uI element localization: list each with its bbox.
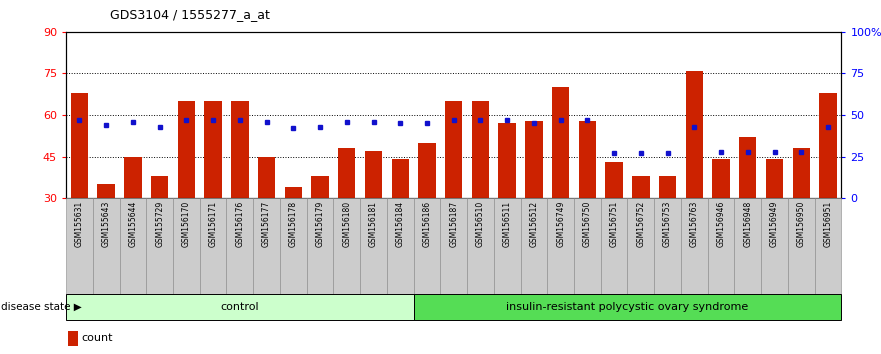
- Bar: [467, 198, 494, 294]
- Bar: [681, 198, 707, 294]
- Text: GSM156753: GSM156753: [663, 201, 672, 247]
- Text: GDS3104 / 1555277_a_at: GDS3104 / 1555277_a_at: [110, 8, 270, 21]
- Text: GSM156511: GSM156511: [503, 201, 512, 247]
- Bar: [66, 198, 93, 294]
- Bar: [307, 198, 333, 294]
- Text: GSM155631: GSM155631: [75, 201, 84, 247]
- Bar: [445, 101, 463, 198]
- Text: GSM156184: GSM156184: [396, 201, 404, 247]
- Bar: [120, 198, 146, 294]
- Bar: [499, 124, 516, 198]
- Bar: [338, 148, 355, 198]
- Text: GSM156950: GSM156950: [796, 201, 806, 247]
- Bar: [707, 198, 735, 294]
- Bar: [659, 176, 677, 198]
- Bar: [178, 101, 195, 198]
- Text: GSM156752: GSM156752: [636, 201, 646, 247]
- Bar: [68, 331, 78, 346]
- Text: GSM156177: GSM156177: [262, 201, 271, 247]
- Text: GSM156949: GSM156949: [770, 201, 779, 247]
- Text: GSM156186: GSM156186: [423, 201, 432, 247]
- Bar: [574, 198, 601, 294]
- Bar: [521, 198, 547, 294]
- Bar: [605, 162, 623, 198]
- Bar: [685, 71, 703, 198]
- Bar: [418, 143, 436, 198]
- Bar: [413, 198, 440, 294]
- Text: GSM156178: GSM156178: [289, 201, 298, 247]
- Bar: [471, 101, 489, 198]
- Bar: [124, 156, 142, 198]
- Text: GSM156749: GSM156749: [556, 201, 565, 247]
- Bar: [391, 159, 409, 198]
- Text: GSM156180: GSM156180: [343, 201, 352, 247]
- Text: GSM156751: GSM156751: [610, 201, 618, 247]
- Text: disease state ▶: disease state ▶: [1, 302, 82, 312]
- Bar: [633, 176, 649, 198]
- Bar: [788, 198, 815, 294]
- Bar: [226, 198, 253, 294]
- Text: GSM156763: GSM156763: [690, 201, 699, 247]
- Bar: [766, 159, 783, 198]
- Bar: [146, 198, 173, 294]
- Bar: [547, 198, 574, 294]
- Text: GSM156179: GSM156179: [315, 201, 324, 247]
- Text: GSM156512: GSM156512: [529, 201, 538, 247]
- Bar: [494, 198, 521, 294]
- Bar: [579, 121, 596, 198]
- Bar: [793, 148, 810, 198]
- Bar: [387, 198, 413, 294]
- Bar: [280, 198, 307, 294]
- Bar: [258, 156, 275, 198]
- Text: GSM156951: GSM156951: [824, 201, 833, 247]
- Bar: [93, 198, 120, 294]
- Bar: [98, 184, 115, 198]
- Bar: [655, 198, 681, 294]
- Text: GSM156948: GSM156948: [744, 201, 752, 247]
- Text: GSM156176: GSM156176: [235, 201, 244, 247]
- Text: GSM156946: GSM156946: [716, 201, 726, 247]
- Bar: [365, 151, 382, 198]
- Bar: [601, 198, 627, 294]
- Bar: [151, 176, 168, 198]
- Text: GSM156187: GSM156187: [449, 201, 458, 247]
- Text: GSM155729: GSM155729: [155, 201, 164, 247]
- Bar: [360, 198, 387, 294]
- Bar: [413, 294, 841, 320]
- Bar: [819, 93, 837, 198]
- Bar: [761, 198, 788, 294]
- Text: GSM156181: GSM156181: [369, 201, 378, 247]
- Bar: [231, 101, 248, 198]
- Bar: [627, 198, 655, 294]
- Bar: [739, 137, 757, 198]
- Bar: [200, 198, 226, 294]
- Bar: [253, 198, 280, 294]
- Bar: [285, 187, 302, 198]
- Bar: [204, 101, 222, 198]
- Bar: [525, 121, 543, 198]
- Text: GSM155644: GSM155644: [129, 201, 137, 247]
- Bar: [70, 93, 88, 198]
- Bar: [552, 87, 569, 198]
- Bar: [713, 159, 729, 198]
- Bar: [333, 198, 360, 294]
- Text: GSM156170: GSM156170: [181, 201, 191, 247]
- Text: GSM156171: GSM156171: [209, 201, 218, 247]
- Text: GSM156510: GSM156510: [476, 201, 485, 247]
- Text: GSM155643: GSM155643: [101, 201, 111, 247]
- Text: insulin-resistant polycystic ovary syndrome: insulin-resistant polycystic ovary syndr…: [507, 302, 749, 312]
- Bar: [173, 198, 200, 294]
- Bar: [815, 198, 841, 294]
- Bar: [440, 198, 467, 294]
- Text: count: count: [82, 333, 113, 343]
- Bar: [66, 294, 413, 320]
- Bar: [311, 176, 329, 198]
- Text: GSM156750: GSM156750: [583, 201, 592, 247]
- Bar: [735, 198, 761, 294]
- Text: control: control: [220, 302, 259, 312]
